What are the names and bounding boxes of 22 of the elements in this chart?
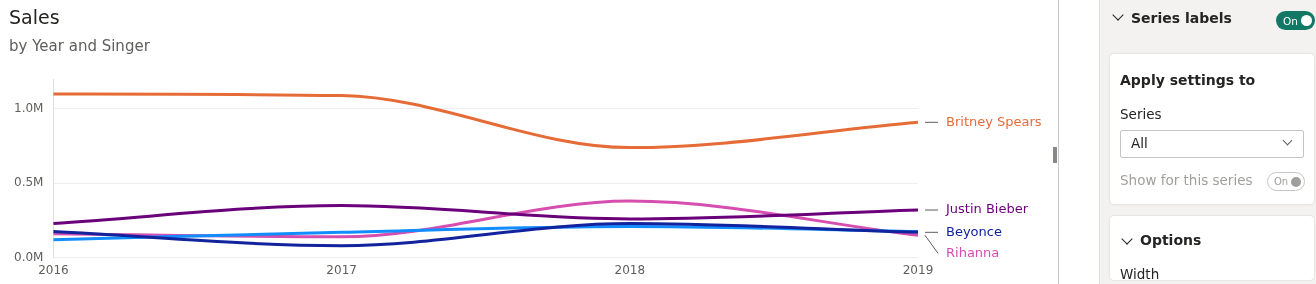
x-tick-label: 2016 [38,262,69,277]
x-tick-label: 2018 [614,262,646,277]
text: Rihanna [946,244,1000,260]
y-tick-label: 0.5M [14,175,44,190]
x-tick-label: 2017 [326,262,357,277]
text: Britney Spears [946,113,1042,129]
chart-title: Sales [9,6,60,28]
text: Justin Bieber [945,201,1029,217]
text: Show for this series [1120,172,1253,188]
x-tick-label: 2019 [902,262,934,277]
text: All [1131,135,1148,151]
text: Series [1120,106,1162,122]
y-tick-label: 0.0M [14,249,44,264]
text: Beyonce [946,223,1002,239]
y-tick-label: 1.0M [14,101,44,116]
text: On [1283,14,1298,27]
chart-subtitle: by Year and Singer [9,37,150,55]
text: Apply settings to [1120,72,1256,88]
text: Width [1120,266,1160,282]
text: On [1274,176,1289,187]
text: Series labels [1131,10,1232,26]
text: Options [1140,232,1202,248]
